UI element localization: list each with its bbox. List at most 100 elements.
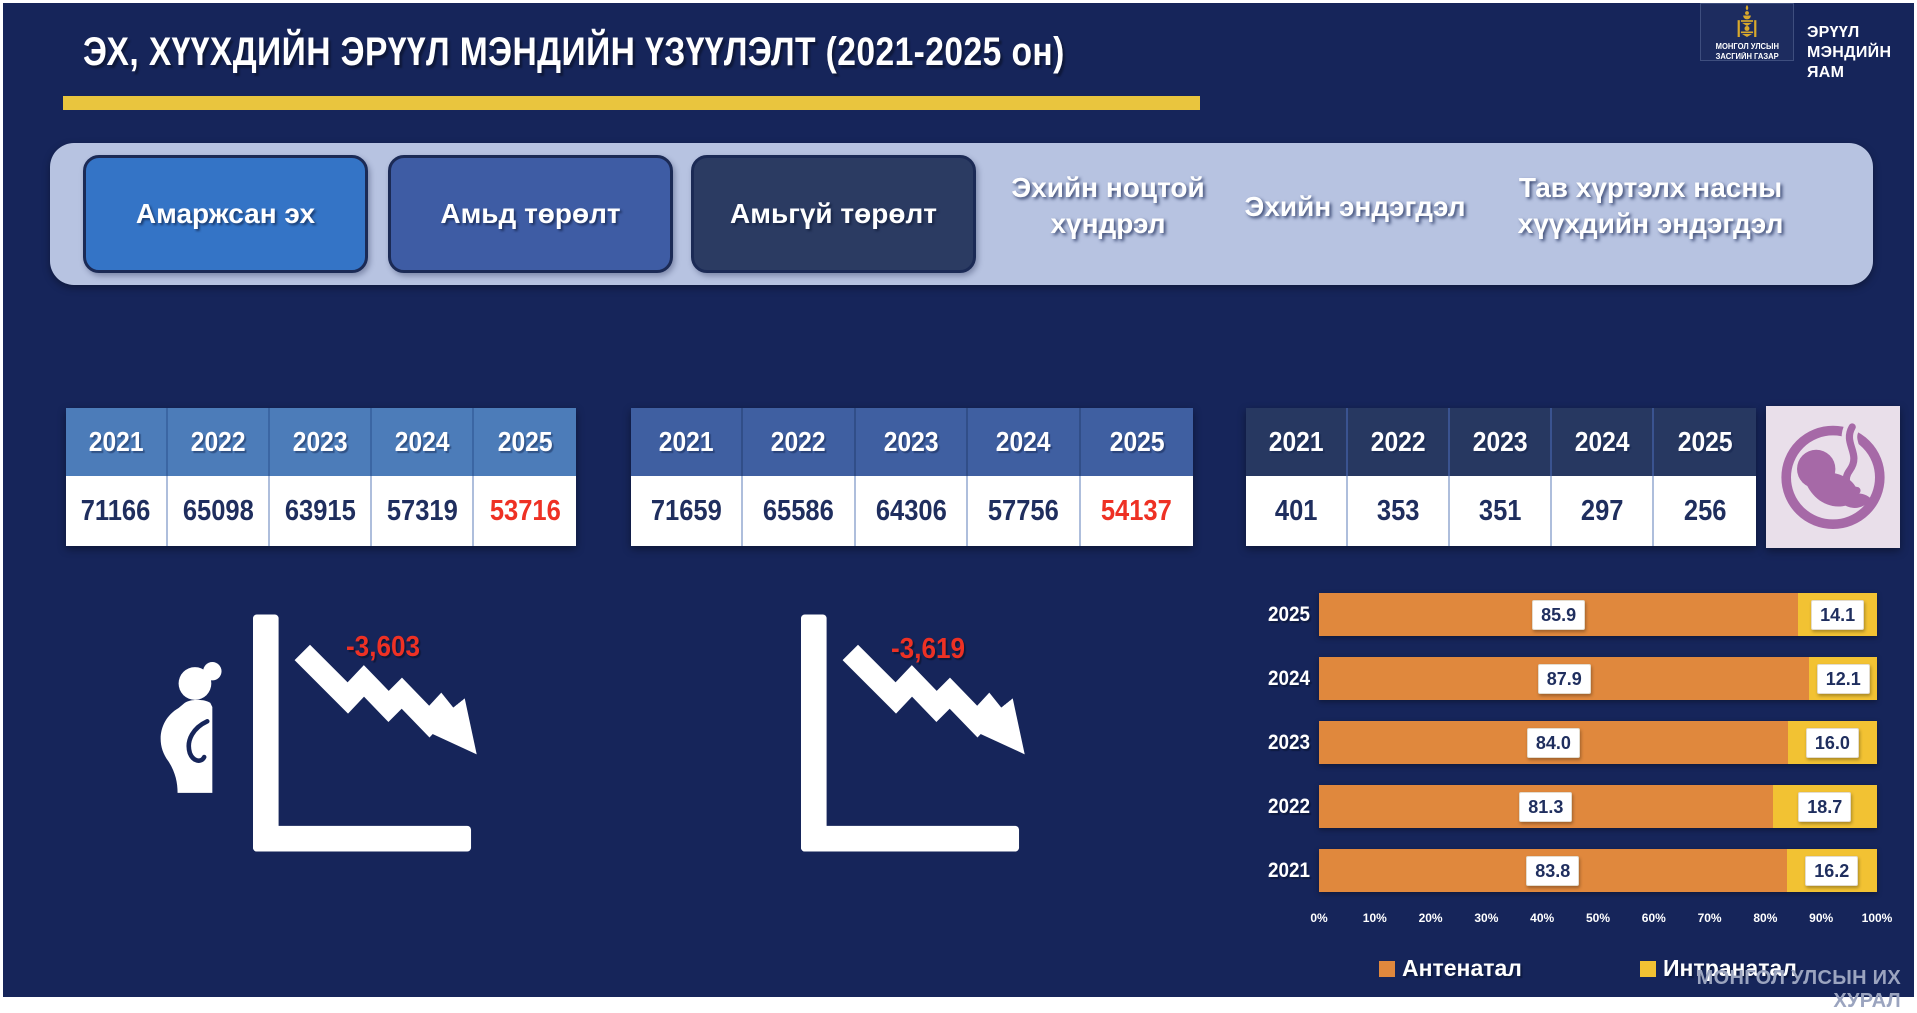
- table-value-highlighted: 54137: [1101, 494, 1173, 527]
- x-tick: 100%: [1861, 911, 1893, 925]
- year-header: 2021: [1268, 426, 1324, 457]
- table-value-highlighted: 53716: [489, 494, 561, 527]
- year-header: 2025: [1109, 426, 1165, 457]
- table-amarjsan-eh: 2021 2022 2023 2024 2025 71166 65098 639…: [66, 408, 576, 546]
- table-value: 65586: [763, 494, 835, 527]
- decline-chart-icon-1: [253, 609, 490, 857]
- table-value: 63915: [284, 494, 356, 527]
- parliament-watermark: МОНГОЛ УЛСЫН ИХ ХУРАЛ: [1696, 967, 1901, 1012]
- x-tick: 0%: [1310, 911, 1328, 925]
- tab-amarjsan-eh[interactable]: Амаржсан эх: [83, 155, 368, 273]
- pregnant-woman-icon: [151, 656, 243, 803]
- antenatal-segment: 85.9: [1319, 593, 1799, 636]
- x-tick: 20%: [1418, 911, 1443, 925]
- tab-tav-hurtelh-endegdel[interactable]: Тав хүртэлх насны хүүхдийн эндэгдэл: [1517, 172, 1784, 240]
- year-header: 2021: [658, 426, 714, 457]
- intranatal-segment: 12.1: [1809, 657, 1877, 700]
- title-underline: [63, 96, 1200, 110]
- table-value: 65098: [182, 494, 254, 527]
- table-value: 71166: [81, 494, 151, 527]
- intranatal-segment: 16.2: [1786, 849, 1877, 892]
- indicator-tabbar: Амаржсан эх Амьд төрөлт Амьгүй төрөлт Эх…: [50, 143, 1873, 285]
- year-header: 2023: [292, 426, 348, 457]
- x-tick: 50%: [1585, 911, 1611, 925]
- ministry-line2: МЭНДИЙН ЯАМ: [1807, 44, 1892, 81]
- bar-year-label: 2021: [1267, 858, 1311, 882]
- year-header: 2024: [394, 426, 450, 457]
- year-header: 2023: [1472, 426, 1528, 457]
- fetus-icon: [1773, 415, 1893, 540]
- antenatal-segment: 83.8: [1319, 849, 1787, 892]
- intranatal-segment: 14.1: [1798, 593, 1877, 636]
- table-value: 353: [1376, 494, 1420, 527]
- antenatal-segment: 81.3: [1319, 785, 1773, 828]
- table-value: 297: [1580, 494, 1624, 527]
- bar-year-label: 2025: [1267, 602, 1311, 626]
- year-header: 2024: [1574, 426, 1630, 457]
- intranatal-value: 18.7: [1798, 791, 1852, 822]
- antenatal-value: 85.9: [1532, 599, 1586, 630]
- intranatal-segment: 18.7: [1772, 785, 1877, 828]
- table-value: 57756: [987, 494, 1059, 527]
- antenatal-value: 87.9: [1537, 663, 1591, 694]
- tab-amid-torolt[interactable]: Амьд төрөлт: [388, 155, 673, 273]
- tab-ehiin-endegdel[interactable]: Эхийн эндэгдэл: [1244, 191, 1466, 222]
- decline-value-1: -3,603: [345, 631, 420, 663]
- legend-label: Антенатал: [1402, 955, 1522, 981]
- intranatal-segment: 16.0: [1787, 721, 1877, 764]
- year-header: 2022: [190, 426, 246, 457]
- intranatal-swatch-icon: [1640, 960, 1656, 977]
- tab-amigui-torolt[interactable]: Амьгүй төрөлт: [691, 155, 976, 273]
- intranatal-value: 14.1: [1811, 599, 1865, 630]
- chart-legend: Антенатал Интранатал: [1243, 955, 1903, 985]
- decline-value-2: -3,619: [890, 633, 965, 665]
- gov-caption-line1: МОНГОЛ УЛСЫН: [1715, 42, 1779, 51]
- table-value: 256: [1683, 494, 1727, 527]
- table-value: 401: [1274, 494, 1318, 527]
- bar-row-2021: 2021 83.8 16.2: [1243, 849, 1903, 892]
- x-tick: 70%: [1697, 911, 1722, 925]
- ministry-line1: ЭРҮҮЛ: [1807, 24, 1860, 41]
- bar-row-2022: 2022 81.3 18.7: [1243, 785, 1903, 828]
- year-header: 2025: [1677, 426, 1733, 457]
- year-header: 2022: [1370, 426, 1426, 457]
- x-axis: 0% 10% 20% 30% 40% 50% 60% 70% 80% 90% 1…: [1310, 911, 1892, 927]
- bar-row-2025: 2025 85.9 14.1: [1243, 593, 1903, 636]
- table-amigui-torolt: 2021 2022 2023 2024 2025 401 353 351 297…: [1246, 408, 1756, 546]
- bar-row-2024: 2024 87.9 12.1: [1243, 657, 1903, 700]
- legend-antenatal: Антенатал: [1379, 955, 1522, 982]
- table-value: 64306: [875, 494, 947, 527]
- antenatal-intranatal-chart: 2025 85.9 14.1 2024 87.9 12.1: [1243, 585, 1903, 997]
- table-value: 71659: [650, 494, 722, 527]
- bar-year-label: 2023: [1267, 730, 1311, 754]
- x-tick: 10%: [1362, 911, 1387, 925]
- government-logo-badge: МОНГОЛ УЛСЫН ЗАСГИЙН ГАЗАР: [1700, 3, 1794, 61]
- antenatal-swatch-icon: [1379, 960, 1395, 977]
- intranatal-value: 16.2: [1805, 855, 1859, 886]
- table-amid-torolt: 2021 2022 2023 2024 2025 71659 65586 643…: [631, 408, 1193, 546]
- year-header: 2024: [995, 426, 1051, 457]
- x-tick: 60%: [1641, 911, 1666, 925]
- year-header: 2023: [883, 426, 939, 457]
- legend-label: Интранатал: [1663, 955, 1797, 981]
- x-tick: 80%: [1753, 911, 1778, 925]
- page-title: ЭХ, ХҮҮХДИЙН ЭРҮҮЛ МЭНДИЙН ҮЗҮҮЛЭЛТ (202…: [83, 30, 1065, 74]
- antenatal-value: 84.0: [1526, 727, 1580, 758]
- x-tick: 30%: [1474, 911, 1499, 925]
- x-tick: 40%: [1530, 911, 1555, 925]
- year-header: 2021: [88, 426, 144, 457]
- bar-year-label: 2024: [1267, 666, 1311, 690]
- tab-ehiin-notstoi-hundrel[interactable]: Эхийн ноцтой хүндрэл: [1011, 172, 1205, 240]
- bar-year-label: 2022: [1267, 794, 1311, 818]
- year-header: 2025: [497, 426, 553, 457]
- fetus-icon-box: [1766, 406, 1900, 548]
- soyombo-icon: [1735, 5, 1759, 42]
- antenatal-value: 83.8: [1526, 855, 1580, 886]
- ministry-name: ЭРҮҮЛ МЭНДИЙН ЯАМ: [1807, 23, 1914, 83]
- year-header: 2022: [771, 426, 826, 457]
- antenatal-value: 81.3: [1519, 791, 1573, 822]
- intranatal-value: 12.1: [1816, 663, 1870, 694]
- gov-caption-line2: ЗАСГИЙН ГАЗАР: [1715, 51, 1779, 61]
- antenatal-segment: 87.9: [1319, 657, 1810, 700]
